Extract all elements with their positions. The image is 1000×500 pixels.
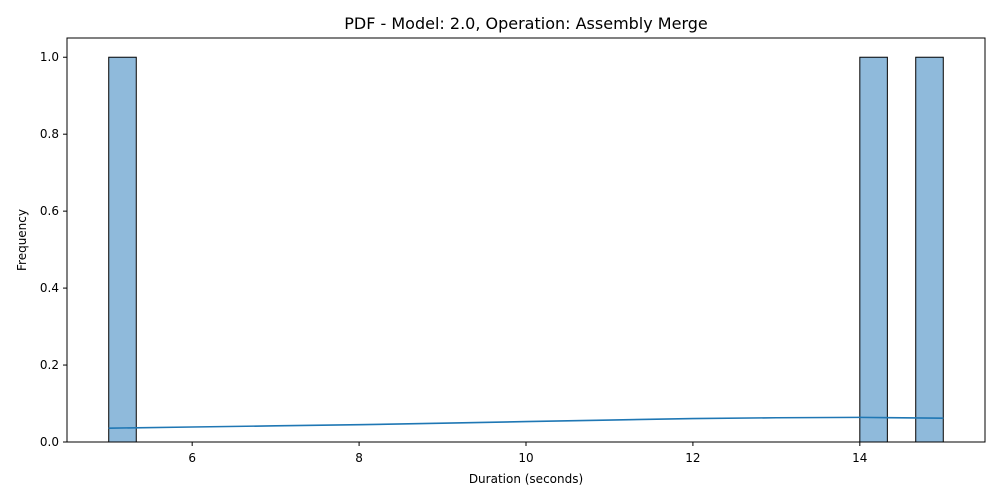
kde-line — [108, 416, 944, 429]
x-axis-title: Duration (seconds) — [469, 472, 583, 486]
y-tick-label: 0.4 — [40, 281, 59, 295]
x-tick-label: 14 — [852, 451, 867, 465]
y-tick-label: 0.6 — [40, 204, 59, 218]
y-tick-label: 1.0 — [40, 50, 59, 64]
bars-layer — [108, 56, 944, 443]
x-tick-label: 12 — [685, 451, 700, 465]
x-tick-label: 8 — [355, 451, 363, 465]
x-tick-label: 6 — [188, 451, 196, 465]
x-tick-label: 10 — [518, 451, 533, 465]
plot-frame — [66, 37, 986, 443]
histogram-bar — [915, 56, 944, 443]
histogram-bar — [859, 56, 888, 443]
y-tick-label: 0.0 — [40, 435, 59, 449]
y-axis: 0.0 0.2 0.4 0.6 0.8 1.0 — [40, 50, 67, 449]
y-tick-label: 0.8 — [40, 127, 59, 141]
y-axis-title: Frequency — [15, 209, 29, 271]
chart-title: PDF - Model: 2.0, Operation: Assembly Me… — [344, 14, 708, 33]
y-tick-label: 0.2 — [40, 358, 59, 372]
kde-layer — [108, 416, 944, 429]
x-axis: 6 8 10 12 14 — [188, 442, 867, 465]
histogram-bar — [108, 56, 137, 443]
